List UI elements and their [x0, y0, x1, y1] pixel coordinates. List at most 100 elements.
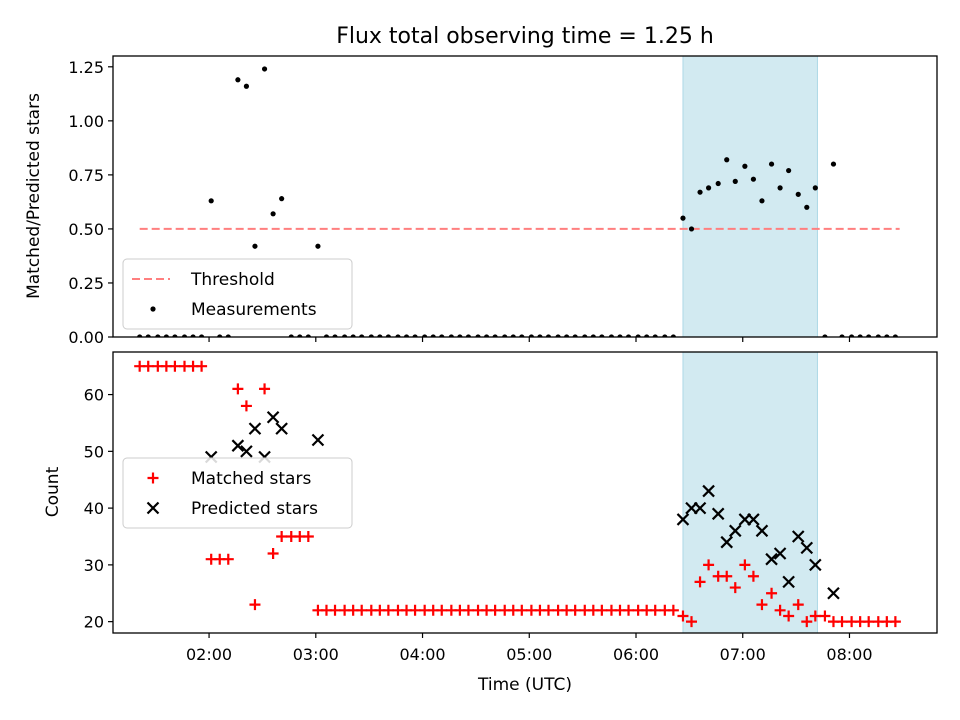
- legend-swatch-point: [150, 306, 156, 312]
- data-point: [249, 599, 261, 611]
- data-point: [732, 178, 738, 184]
- top-legend: Threshold Measurements: [122, 258, 353, 330]
- y-tick-label: 40: [84, 499, 104, 518]
- data-point: [830, 161, 837, 167]
- data-point: [720, 535, 734, 549]
- data-point: [721, 570, 733, 582]
- bottom-y-axis-label: Count: [43, 466, 63, 517]
- legend-label: Matched stars: [191, 469, 311, 489]
- top-y-axis-label: Matched/Predicted stars: [24, 93, 44, 299]
- x-axis-label: Time (UTC): [477, 675, 572, 695]
- x-tick-label: 06:00: [613, 645, 659, 664]
- data-point: [676, 513, 690, 526]
- x-tick-label: 02:00: [186, 645, 232, 664]
- data-point: [266, 411, 280, 424]
- data-point: [728, 524, 742, 538]
- legend-swatch-x: [146, 501, 160, 515]
- data-point: [742, 163, 748, 169]
- chart-title: Flux total observing time = 1.25 h: [336, 24, 714, 49]
- data-point: [276, 530, 288, 542]
- x-tick-label: 08:00: [826, 645, 872, 664]
- bottom-axes-frame: [112, 351, 938, 634]
- data-point: [791, 530, 805, 543]
- data-point: [693, 501, 707, 515]
- data-point: [786, 167, 792, 174]
- data-point: [649, 604, 661, 616]
- x-tick-label: 04:00: [399, 645, 445, 664]
- x-tick-label: 07:00: [720, 645, 766, 664]
- data-point: [705, 185, 712, 191]
- y-tick-label: 1.00: [68, 112, 104, 131]
- data-point: [766, 587, 778, 599]
- data-point: [667, 604, 679, 616]
- data-point: [765, 552, 778, 566]
- y-tick-label: 30: [84, 556, 104, 575]
- data-point: [248, 422, 262, 435]
- data-point: [759, 198, 765, 204]
- data-point: [804, 204, 810, 210]
- x-tick-label: 03:00: [293, 645, 339, 664]
- data-point: [302, 530, 314, 542]
- data-point: [436, 604, 448, 616]
- data-point: [315, 243, 321, 249]
- data-point: [729, 582, 741, 594]
- data-point: [231, 439, 245, 452]
- data-point: [261, 66, 268, 72]
- x-tick-label: 05:00: [506, 645, 552, 664]
- data-point: [232, 383, 244, 395]
- data-point: [827, 586, 840, 600]
- data-point: [800, 541, 814, 555]
- data-point: [863, 616, 875, 628]
- data-point: [773, 547, 787, 560]
- data-point: [267, 548, 279, 560]
- y-tick-label: 0.75: [68, 166, 104, 185]
- data-point: [774, 604, 786, 616]
- top-shaded-span: [682, 56, 818, 337]
- data-point: [812, 185, 818, 191]
- bottom-legend: Matched stars Predicted stars: [122, 457, 353, 529]
- legend-box: [122, 457, 353, 529]
- data-point: [724, 157, 730, 163]
- data-point: [703, 559, 715, 571]
- data-point: [252, 243, 258, 249]
- data-point: [782, 575, 795, 589]
- data-point: [836, 616, 848, 628]
- data-point: [889, 616, 901, 628]
- series-matched-stars: [134, 360, 901, 628]
- data-point: [747, 570, 759, 582]
- data-point: [777, 185, 783, 191]
- data-point: [750, 176, 757, 182]
- data-point: [279, 196, 285, 202]
- y-tick-label: 0.50: [68, 220, 104, 239]
- data-point: [240, 445, 253, 458]
- data-point: [768, 161, 775, 167]
- data-point: [243, 83, 250, 89]
- data-point: [677, 610, 689, 622]
- data-point: [792, 599, 804, 611]
- data-point: [756, 599, 768, 611]
- bottom-shaded-span: [682, 352, 818, 633]
- data-point: [755, 524, 769, 538]
- data-point: [259, 383, 271, 395]
- data-point: [809, 610, 821, 622]
- y-tick-label: 20: [84, 613, 104, 632]
- y-tick-label: 0.00: [68, 328, 104, 347]
- data-point: [819, 610, 831, 622]
- series-predicted-stars: [204, 411, 840, 600]
- y-tick-label: 60: [84, 386, 104, 405]
- top-axes-frame: [112, 55, 938, 338]
- data-point: [596, 604, 608, 616]
- y-tick-label: 1.25: [68, 58, 104, 77]
- legend-swatch-plus: [147, 472, 159, 484]
- data-point: [142, 360, 154, 372]
- data-point: [409, 604, 421, 616]
- legend-box: [122, 258, 353, 330]
- data-point: [222, 553, 234, 565]
- data-point: [747, 513, 760, 526]
- top-panel: 0.00 0.25 0.50 0.75 1.00 1.25 Threshold Measure…: [68, 55, 938, 347]
- y-tick-label: 0.25: [68, 274, 104, 293]
- data-point: [382, 604, 394, 616]
- data-point: [686, 616, 698, 628]
- data-point: [356, 604, 368, 616]
